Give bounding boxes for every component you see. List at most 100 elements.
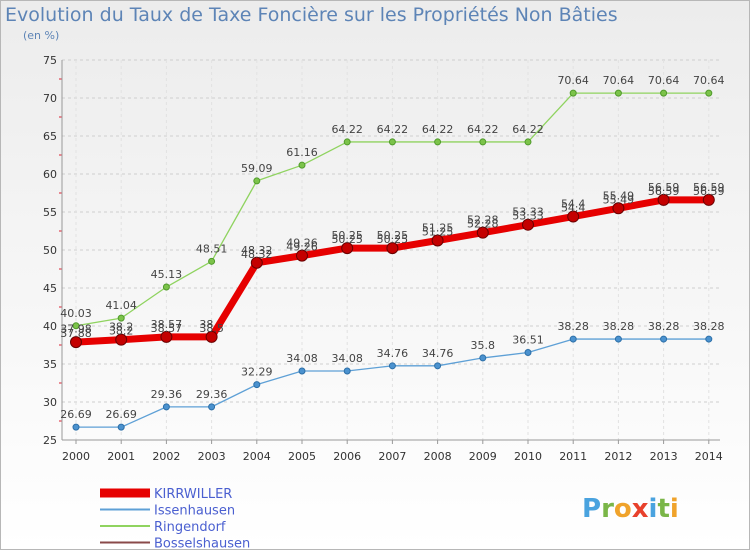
data-point (657, 193, 670, 206)
data-point (434, 138, 442, 146)
data-label: 52.28 (467, 214, 499, 227)
data-label: 38.28 (557, 320, 589, 333)
chart-title: Evolution du Taux de Taxe Foncière sur l… (5, 4, 618, 26)
data-point (208, 403, 216, 411)
x-tick-label: 2010 (514, 450, 542, 463)
data-label: 64.22 (377, 123, 409, 136)
data-label: 53.33 (512, 206, 544, 219)
data-label: 49.26 (286, 241, 318, 254)
legend-label-issenhausen: Issenhausen (154, 504, 235, 519)
data-point (434, 362, 442, 370)
legend-label-ringendorf: Ringendorf (154, 520, 226, 535)
data-label: 38.5 (199, 322, 224, 335)
data-label: 41.04 (105, 299, 137, 312)
data-label: 64.22 (467, 123, 499, 136)
x-tick-label: 2008 (424, 450, 452, 463)
data-label: 38.28 (603, 320, 635, 333)
data-label: 38.57 (151, 318, 183, 331)
data-point (479, 354, 487, 362)
data-label: 64.22 (422, 123, 454, 136)
data-point (660, 89, 668, 97)
data-point (117, 423, 125, 431)
x-tick-label: 2002 (152, 450, 180, 463)
data-label: 34.76 (377, 347, 409, 360)
data-point (569, 335, 577, 343)
data-point (388, 362, 396, 370)
data-label: 34.08 (286, 352, 318, 365)
data-label: 38.2 (109, 321, 134, 334)
data-point (386, 242, 399, 255)
data-label: 40.03 (60, 307, 92, 320)
y-tick-label: 25 (43, 434, 57, 447)
y-tick-label: 45 (43, 282, 57, 295)
y-tick-label: 70 (43, 92, 57, 105)
data-label: 56.59 (693, 185, 725, 198)
data-label: 70.64 (557, 74, 589, 87)
data-label: 64.22 (331, 123, 363, 136)
data-label: 49.26 (286, 237, 318, 250)
y-tick-label: 35 (43, 358, 57, 371)
x-tick-label: 2000 (62, 450, 90, 463)
logo-letter: r (601, 494, 614, 524)
data-label: 48.32 (241, 248, 273, 261)
data-label: 64.22 (512, 123, 544, 136)
data-point (705, 335, 713, 343)
data-point (567, 210, 580, 223)
data-label: 55.49 (603, 193, 635, 206)
data-label: 51.25 (422, 226, 454, 239)
data-point (208, 257, 216, 265)
x-tick-label: 2009 (469, 450, 497, 463)
data-point (343, 367, 351, 375)
data-point (253, 381, 261, 389)
data-point (524, 349, 532, 357)
data-label: 70.64 (603, 74, 635, 87)
data-label: 56.59 (648, 185, 680, 198)
data-label: 50.25 (377, 233, 409, 246)
data-label: 26.69 (60, 408, 92, 421)
data-label: 38.57 (151, 322, 183, 335)
legend-label-bosselshausen: Bosselshausen (154, 537, 250, 550)
data-label: 61.16 (286, 146, 318, 159)
data-label: 54.4 (561, 202, 586, 215)
data-label: 52.28 (467, 218, 499, 231)
x-tick-label: 2014 (695, 450, 723, 463)
y-tick-label: 40 (43, 320, 57, 333)
logo-letter: i (649, 494, 658, 524)
data-point (162, 403, 170, 411)
data-label: 51.25 (422, 222, 454, 235)
data-point (205, 330, 218, 343)
data-point (250, 256, 263, 269)
data-point (388, 138, 396, 146)
data-point (705, 89, 713, 97)
data-point (612, 202, 625, 215)
data-point (660, 335, 668, 343)
data-point (524, 138, 532, 146)
data-point (160, 330, 173, 343)
data-point (298, 367, 306, 375)
logo-letter: P (582, 494, 601, 524)
data-label: 50.25 (377, 229, 409, 242)
y-tick-label: 50 (43, 244, 57, 257)
proxiti-logo: Proxiti (582, 494, 679, 524)
data-point (343, 138, 351, 146)
data-point (702, 193, 715, 206)
data-label: 70.64 (648, 74, 680, 87)
x-tick-label: 2005 (288, 450, 316, 463)
data-label: 38.28 (648, 320, 680, 333)
x-tick-label: 2013 (650, 450, 678, 463)
data-point (115, 333, 128, 346)
data-label: 56.59 (648, 181, 680, 194)
data-label: 50.25 (331, 229, 363, 242)
data-label: 29.36 (196, 388, 228, 401)
logo-letter: o (614, 494, 632, 524)
x-tick-label: 2004 (243, 450, 271, 463)
data-label: 38.28 (693, 320, 725, 333)
data-label: 48.51 (196, 242, 228, 255)
data-point (162, 283, 170, 291)
logo-letter: t (657, 494, 669, 524)
data-label: 37.88 (60, 327, 92, 340)
data-point (479, 138, 487, 146)
data-label: 34.08 (331, 352, 363, 365)
y-tick-label: 30 (43, 396, 57, 409)
